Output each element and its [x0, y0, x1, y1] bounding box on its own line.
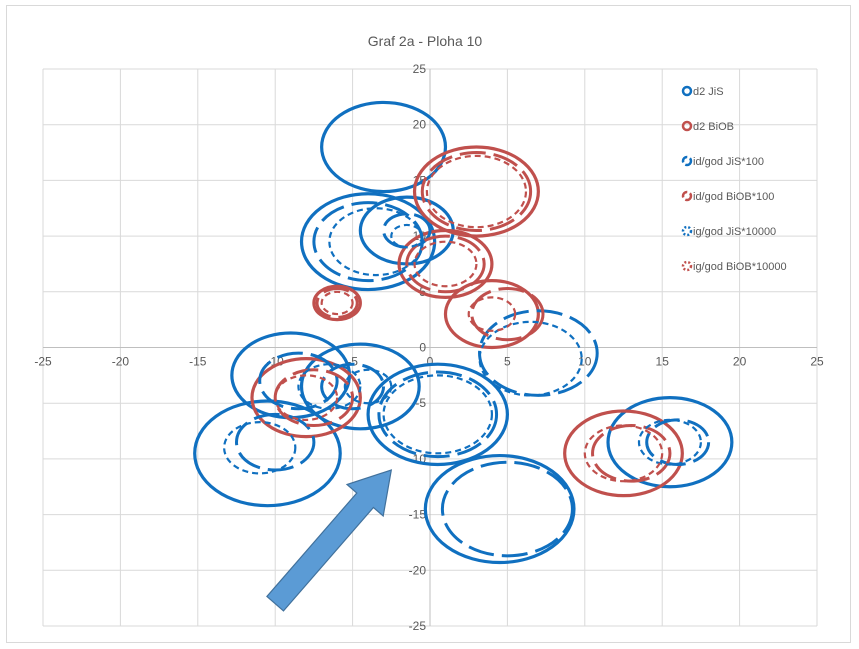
bubble-s5 [320, 290, 354, 316]
bubble-s0 [423, 453, 576, 565]
y-tick-label: 20 [413, 118, 427, 132]
x-tick-label: 0 [427, 355, 434, 369]
legend-marker [681, 85, 693, 97]
legend-marker [681, 120, 693, 132]
bubble-s0 [299, 192, 437, 292]
bubble-s5 [425, 154, 528, 229]
legend-marker [681, 225, 693, 237]
bubble-s1 [443, 279, 540, 350]
y-tick-label: -15 [409, 508, 427, 522]
legend-label: ig/god BiOB*10000 [693, 261, 787, 273]
bubble-s4 [343, 368, 393, 405]
bubble-s4 [382, 374, 494, 455]
x-tick-label: -25 [34, 355, 52, 369]
bubble-s0 [366, 362, 509, 467]
y-tick-label: -25 [409, 619, 427, 633]
x-tick-label: 25 [810, 355, 824, 369]
bubble-s3 [591, 423, 672, 483]
legend-label: d2 BiOB [693, 121, 734, 133]
legend-label: d2 JiS [693, 86, 724, 98]
bubble-s2 [320, 362, 386, 411]
legend-label: ig/god JiS*10000 [693, 226, 776, 238]
plot-area [193, 100, 734, 565]
bubble-s1 [312, 284, 362, 322]
bubble-s2 [258, 351, 339, 411]
bubble-s5 [583, 424, 664, 483]
legend-label: id/god JiS*100 [693, 156, 764, 168]
bubble-s2 [478, 309, 599, 397]
bubble-s0 [193, 399, 342, 508]
bubble-s2 [377, 370, 499, 459]
x-tick-label: 15 [656, 355, 670, 369]
bubble-s4 [328, 207, 424, 277]
annotation-arrow-shape [266, 469, 393, 612]
legend: d2 JiS d2 BiOB id/god JiS*100 id/god BiOB*1… [681, 85, 787, 273]
x-tick-label: 20 [733, 355, 747, 369]
bubble-s4 [390, 223, 424, 249]
bubble-s4 [223, 421, 297, 475]
bubble-s1 [397, 228, 494, 299]
x-tick-label: -5 [347, 355, 358, 369]
y-tick-label: -5 [415, 396, 426, 410]
bubble-s4 [297, 363, 362, 410]
bubble-s3 [405, 234, 486, 294]
x-tick-label: 10 [578, 355, 592, 369]
x-tick-label: -15 [189, 355, 207, 369]
chart-title: Graf 2a - Ploha 10 [368, 33, 483, 49]
y-tick-label: 0 [419, 341, 426, 355]
bubble-s3 [420, 151, 533, 233]
chart-frame: Graf 2a - Ploha 10 -25 -20 -15 -10 -5 0 5 10 15 2… [6, 5, 851, 643]
bubble-s1 [563, 409, 684, 498]
legend-marker [681, 155, 693, 167]
bubble-s2 [382, 212, 432, 249]
grid-layer [42, 68, 818, 627]
chart-svg: Graf 2a - Ploha 10 -25 -20 -15 -10 -5 0 5 10 15 2… [34, 33, 824, 633]
bubble-s4 [637, 418, 702, 466]
bubble-s5 [274, 374, 339, 422]
bubble-s2 [645, 418, 711, 466]
y-tick-label: 25 [413, 62, 427, 76]
y-tick-label: -20 [409, 563, 427, 577]
x-tick-label: -20 [112, 355, 130, 369]
bubble-s5 [467, 296, 517, 332]
bubble-s2 [440, 460, 574, 558]
legend-marker [681, 260, 693, 272]
bubble-s1 [412, 145, 540, 238]
legend-label: id/god BiOB*100 [693, 191, 774, 203]
circles-layer [193, 100, 734, 565]
bubble-s3 [470, 286, 545, 342]
bubble-s5 [413, 240, 478, 288]
legend-marker [681, 190, 693, 202]
annotation-arrow [266, 469, 393, 612]
bubble-s4 [478, 320, 583, 397]
bubble-s3 [315, 286, 359, 319]
bubble-s0 [320, 100, 448, 194]
bubble-s0 [299, 342, 421, 431]
x-tick-label: 5 [504, 355, 511, 369]
bubble-s0 [606, 396, 734, 489]
bubble-s1 [250, 357, 362, 439]
